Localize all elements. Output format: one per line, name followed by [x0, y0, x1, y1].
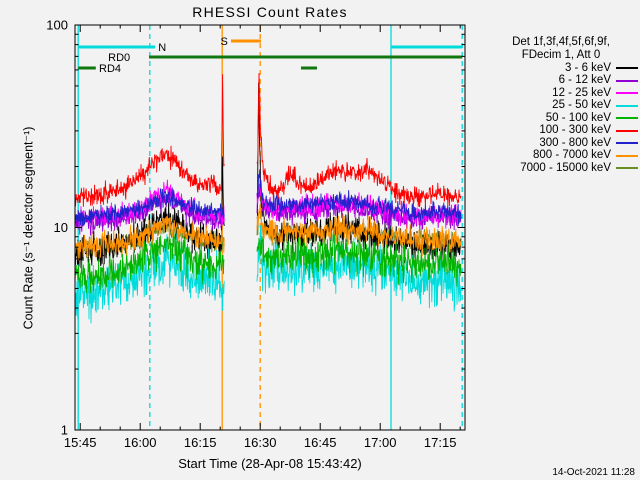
x-tick-label-16-00: 16:00: [124, 435, 157, 450]
legend-entry-label: 50 - 100 keV: [545, 111, 611, 124]
legend-line-swatch: [616, 154, 638, 157]
legend-entry-label: 25 - 50 keV: [552, 99, 611, 112]
y-axis-label: Count Rate (s⁻¹ detector segment⁻¹): [21, 126, 36, 330]
legend-entry-6-12-kev: 6 - 12 keV: [484, 74, 638, 88]
night-bar-1-label: N: [158, 42, 166, 54]
rd4-bar-label: RD4: [99, 63, 121, 75]
x-tick-label-17-00: 17:00: [364, 435, 397, 450]
legend-entry-100-300-kev: 100 - 300 keV: [484, 124, 638, 138]
legend-line-swatch: [616, 92, 638, 95]
legend-line-swatch: [616, 79, 638, 82]
series-line-25-50-kev: [75, 225, 462, 324]
legend-line-swatch: [616, 142, 638, 145]
legend-line-swatch: [616, 104, 638, 107]
x-axis-ticks: 15:45 16:00 16:15 16:30 16:45 17:00 17:15: [64, 25, 461, 450]
chart-title: RHESSI Count Rates: [192, 4, 348, 20]
legend-entry-25-50-kev: 25 - 50 keV: [484, 99, 638, 113]
legend-entry-label: 3 - 6 keV: [564, 61, 611, 74]
legend-line-swatch: [616, 117, 638, 120]
x-tick-label-16-15: 16:15: [184, 435, 217, 450]
legend-header-fdecim: FDecim 1, Att 0: [521, 49, 601, 61]
legend-entries: 3 - 6 keV 6 - 12 keV 12 - 25 keV 25 - 50 ke…: [484, 62, 638, 175]
x-axis-label: Start Time (28-Apr-08 15:43:42): [178, 456, 362, 471]
y-tick-label-10: 10: [54, 220, 68, 235]
legend-line-swatch: [616, 167, 638, 170]
series-line-800-7000-kev: [75, 204, 462, 261]
plot-generation-timestamp: 14-Oct-2021 11:28: [552, 467, 635, 478]
y-tick-label-1: 1: [61, 423, 68, 438]
legend-line-swatch: [616, 129, 638, 132]
saa-bar-label: S: [220, 36, 227, 48]
series-line-50-100-kev: [75, 230, 462, 294]
legend: Det 1f,3f,4f,5f,6f,9f, FDecim 1, Att 0 3…: [484, 36, 640, 175]
rd0-bar-label: RD0: [108, 52, 130, 64]
x-tick-label-17-15: 17:15: [424, 435, 457, 450]
legend-line-swatch: [616, 67, 638, 70]
legend-entry-label: 12 - 25 keV: [552, 86, 611, 99]
series-line-300-800-kev: [75, 169, 462, 228]
legend-entry-300-800-kev: 300 - 800 keV: [484, 137, 638, 150]
x-tick-label-16-45: 16:45: [304, 435, 337, 450]
series-lines: [75, 73, 462, 324]
legend-entry-50-100-kev: 50 - 100 keV: [484, 112, 638, 125]
legend-entry-12-25-kev: 12 - 25 keV: [484, 87, 638, 100]
legend-entry-label: 6 - 12 keV: [558, 74, 611, 87]
legend-header-detectors: Det 1f,3f,4f,5f,6f,9f,: [512, 36, 610, 48]
legend-entry-label: 800 - 7000 keV: [532, 149, 611, 162]
legend-entry-800-7000-kev: 800 - 7000 keV: [484, 149, 638, 163]
x-tick-label-16-30: 16:30: [244, 435, 277, 450]
y-tick-label-100: 100: [46, 18, 68, 33]
series-line-100-300-kev: [75, 73, 462, 208]
legend-entry-label: 300 - 800 keV: [539, 136, 611, 149]
y-axis-ticks: 1 10 100: [46, 18, 465, 438]
legend-entry-7000-15000-kev: 7000 - 15000 keV: [484, 162, 638, 175]
legend-entry-3-6-kev: 3 - 6 keV: [484, 62, 638, 75]
legend-entry-label: 7000 - 15000 keV: [520, 161, 611, 174]
x-tick-label-15-45: 15:45: [64, 435, 97, 450]
legend-entry-label: 100 - 300 keV: [539, 124, 611, 137]
